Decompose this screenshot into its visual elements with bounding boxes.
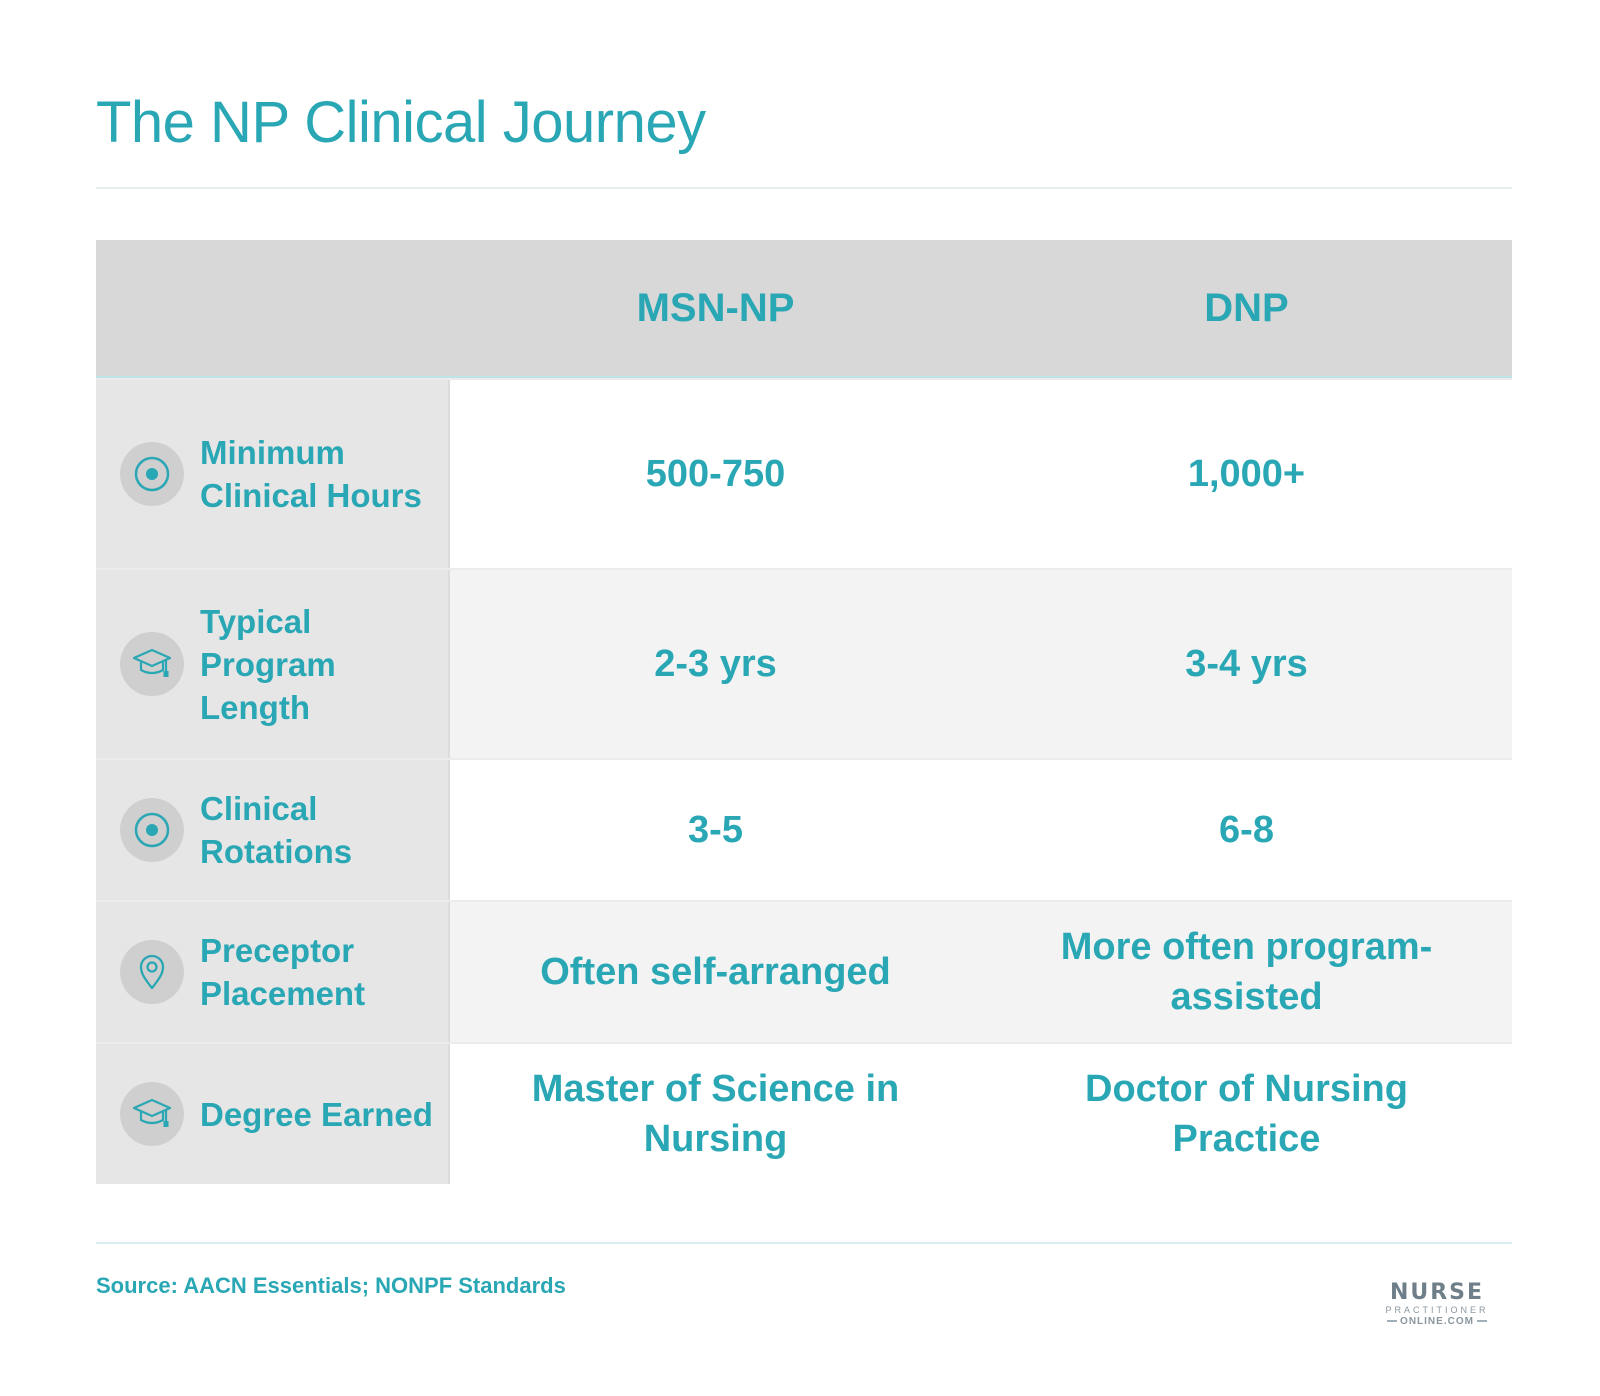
dnp-value: 1,000+ [981, 380, 1512, 568]
table-row: Clinical Rotations 3-5 6-8 [96, 758, 1512, 900]
dnp-value: Doctor of Nursing Practice [981, 1044, 1512, 1184]
row-label-cell: Preceptor Placement [96, 902, 450, 1042]
row-label-cell: Degree Earned [96, 1044, 450, 1184]
top-divider [96, 187, 1512, 189]
logo-line-3: ONLINE.COM [1382, 1316, 1492, 1328]
row-label-cell: Typical Program Length [96, 570, 450, 758]
logo-line-2: PRACTITIONER [1385, 1305, 1489, 1315]
bottom-divider [96, 1242, 1512, 1244]
table-row: Degree Earned Master of Science in Nursi… [96, 1042, 1512, 1184]
row-label: Degree Earned [200, 1095, 433, 1133]
column-header-dnp: DNP [1204, 285, 1289, 330]
dnp-value: 3-4 yrs [981, 570, 1512, 758]
msn-value: 500-750 [450, 380, 981, 568]
target-icon [120, 442, 184, 506]
msn-value: 2-3 yrs [450, 570, 981, 758]
row-label: Typical Program Length [200, 602, 336, 726]
table-row: Preceptor Placement Often self-arranged … [96, 900, 1512, 1042]
msn-value: Master of Science in Nursing [450, 1044, 981, 1184]
table-row: Minimum Clinical Hours 500-750 1,000+ [96, 378, 1512, 568]
row-label: Minimum Clinical Hours [200, 434, 422, 514]
source-note: Source: AACN Essentials; NONPF Standards [96, 1273, 566, 1298]
dnp-value: More often program-assisted [981, 902, 1512, 1042]
row-label-cell: Clinical Rotations [96, 760, 450, 900]
table-header: MSN-NP DNP [96, 240, 1512, 378]
row-label: Preceptor Placement [200, 932, 366, 1012]
graduation-cap-icon [120, 1082, 184, 1146]
row-label-cell: Minimum Clinical Hours [96, 380, 450, 568]
dnp-value: 6-8 [981, 760, 1512, 900]
header-corner [96, 240, 450, 376]
msn-value: 3-5 [450, 760, 981, 900]
table-row: Typical Program Length 2-3 yrs 3-4 yrs [96, 568, 1512, 758]
target-icon [120, 798, 184, 862]
row-label: Clinical Rotations [200, 790, 353, 870]
nurse-practitioner-online-logo: NURSE PRACTITIONER ONLINE.COM [1382, 1282, 1492, 1328]
logo-line-1: NURSE [1389, 1280, 1485, 1305]
page-title: The NP Clinical Journey [96, 90, 706, 155]
location-pin-icon [120, 940, 184, 1004]
msn-value: Often self-arranged [450, 902, 981, 1042]
comparison-table: MSN-NP DNP Minimum Clinical Hours 500-75… [96, 240, 1512, 1184]
column-header-msn-np: MSN-NP [636, 285, 795, 330]
graduation-cap-icon [120, 632, 184, 696]
